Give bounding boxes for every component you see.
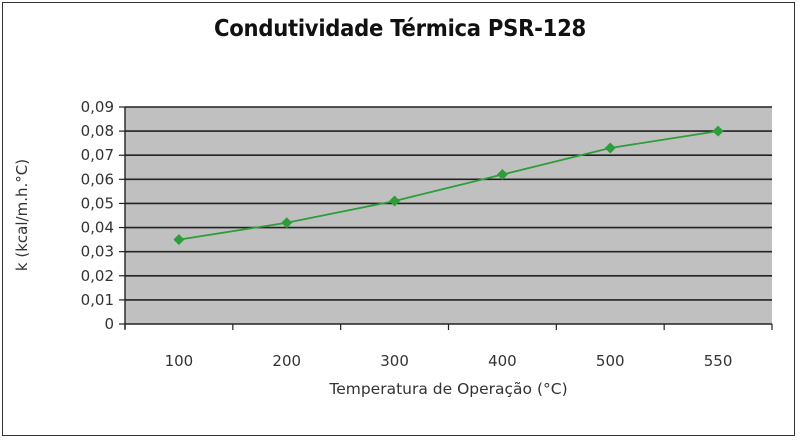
y-tick-label: 0,07 [81, 146, 114, 164]
y-tick-label: 0,04 [81, 219, 114, 237]
x-axis-label: Temperatura de Operação (°C) [329, 380, 568, 398]
y-tick-label: 0,09 [81, 98, 114, 116]
x-tick-label: 200 [272, 352, 301, 370]
x-tick-label: 500 [596, 352, 625, 370]
diamond-marker [496, 169, 508, 181]
x-tick-label: 550 [704, 352, 733, 370]
y-tick-label: 0,01 [81, 291, 114, 309]
y-tick-label: 0,03 [81, 243, 114, 261]
diamond-marker [604, 142, 616, 154]
diamond-marker [173, 234, 185, 246]
x-tick-label: 300 [380, 352, 409, 370]
y-tick-label: 0,06 [81, 170, 114, 188]
data-line [178, 130, 719, 241]
x-tick-label: 100 [165, 352, 194, 370]
diamond-marker [389, 195, 401, 207]
y-tick-label: 0 [104, 315, 114, 333]
chart-title: Condutividade Térmica PSR-128 [214, 16, 586, 42]
x-tick-label: 400 [488, 352, 517, 370]
diamond-marker [712, 125, 724, 137]
y-tick-label: 0,05 [81, 194, 114, 212]
plot-area [125, 107, 772, 324]
y-tick-label: 0,02 [81, 267, 114, 285]
diamond-marker [281, 217, 293, 229]
y-tick-label: 0,08 [81, 122, 114, 140]
